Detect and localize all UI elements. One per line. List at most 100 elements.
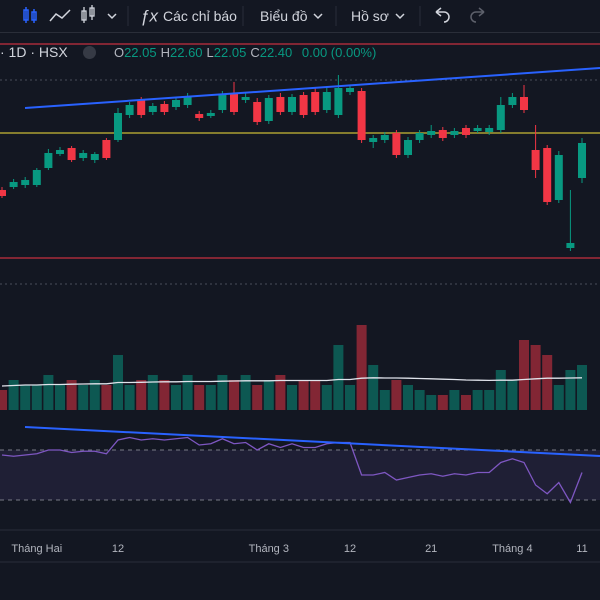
candle-body [427,131,436,135]
volume-ma-line [1,377,583,387]
candle-body [473,128,482,131]
volume-bar [333,345,344,410]
rsi-line [1,436,583,504]
x-tick-label: Tháng 4 [492,543,532,555]
volume-bar [379,390,390,410]
volume-bar [229,380,239,410]
candle-body [102,140,111,158]
candle-body [44,153,53,168]
volume-bar [321,385,332,410]
line-icon[interactable] [49,9,71,22]
volume-bar [78,385,89,410]
candle-body [264,98,273,121]
x-tick-label: 21 [425,543,437,555]
legend: · 1D · HSX O22.05 H22.60 L22.05 C22.40 0.00… [0,44,376,60]
volume-bar [205,385,216,410]
undo[interactable] [435,7,450,23]
ohlc-key: H [160,45,170,60]
volume-bar [182,375,193,410]
toolbar: ƒx Các chỉ báo Biểu đồ Hồ sơ [0,0,600,33]
toggle-icon[interactable] [83,46,97,59]
volume-bar [310,380,321,410]
candle-body [520,97,528,110]
volume-bar [275,375,286,410]
candle-body [311,92,320,112]
volume-bar [298,380,309,410]
volume-bar [147,375,158,410]
candle-body [357,91,366,140]
candle-body [322,92,331,110]
candle-body [554,155,563,200]
toolbar-icons: ƒx [23,5,485,26]
dropdown[interactable] [107,13,117,20]
symbol: · 1D · HSX [0,44,68,60]
volume-bar [31,385,42,410]
candle-body [438,130,447,138]
volume-bar [252,385,263,410]
volume-bar [391,380,402,410]
candle-body [160,104,169,112]
candle-body [0,190,6,196]
ohlc-key: L [206,45,214,60]
volume-bar [403,385,413,410]
redo[interactable] [470,7,485,23]
candle-body [253,102,262,122]
candle-body [496,105,505,130]
volume-bar [124,385,135,410]
ohlc-value: 22.40 [259,45,293,60]
candle-body [462,128,470,135]
candle-body [9,182,18,187]
rsi-band [0,450,600,500]
x-tick-label: Tháng Hai [11,543,62,555]
candle-body [531,150,540,170]
candle-body [404,140,412,155]
candle-body [415,133,424,140]
candle-body [183,96,192,105]
candle-body [21,180,30,185]
candle-body [56,150,64,154]
ohlc-value: 22.60 [170,45,203,60]
chart-button[interactable]: Biểu đồ [260,8,308,24]
candle-body [450,131,459,135]
bar-icon[interactable] [81,5,95,23]
candle-body [508,97,517,105]
volume-bar [171,385,181,410]
candle-body [566,243,575,248]
volume-bar [519,340,529,410]
indicators-button[interactable]: Các chỉ báo [163,8,237,24]
candle-body [125,105,134,115]
x-tick-label: 12 [112,543,124,555]
volume-bar [194,385,205,410]
candle-body [67,148,76,160]
candle-body [218,95,227,110]
profile-button[interactable]: Hồ sơ [351,8,389,24]
candle-icon[interactable] [23,7,37,23]
volume-bar [159,380,170,410]
candle-body [369,138,378,142]
volume-bar [577,365,587,410]
dropdown[interactable] [313,13,323,20]
volume-bar [484,390,495,410]
volume-bar [55,385,65,410]
x-tick-label: 12 [344,543,356,555]
volume-bar [0,390,7,410]
volume-bar [101,385,112,410]
candle-body [230,94,238,112]
candle-body [172,100,180,107]
candle-body [79,153,88,158]
candle-body [334,88,343,115]
volume-bar [553,385,564,410]
trend-line[interactable] [24,426,600,457]
fx-icon[interactable]: ƒx [140,6,158,25]
volume-bar [8,380,19,410]
volume-bar [437,395,448,410]
candle-body [90,154,99,160]
trend-line[interactable] [24,67,600,109]
volume-bar [449,390,460,410]
dropdown[interactable] [395,13,405,20]
candle-body [206,113,215,116]
volume-bar [368,365,379,410]
candle-body [543,148,552,202]
